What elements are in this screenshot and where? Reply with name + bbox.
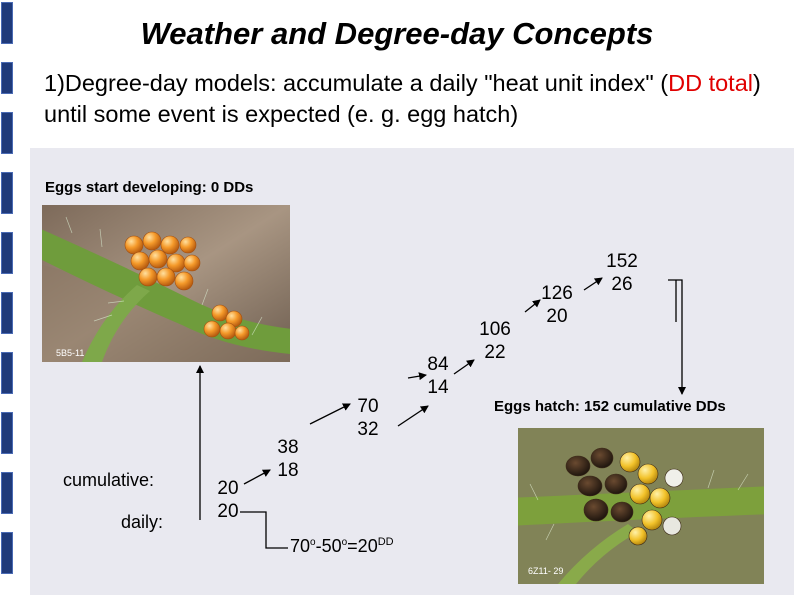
- day-1-daily: 20: [217, 501, 239, 522]
- formula-degree-2: o: [341, 537, 348, 548]
- point-suffix: ) until some event is expected (e. g. eg…: [44, 70, 761, 127]
- day-5-daily: 22: [484, 342, 506, 363]
- connector-step-2: [243, 469, 271, 485]
- eggs-image: [42, 205, 290, 362]
- day-7-values: 152 26: [600, 250, 644, 296]
- start-label: Eggs start developing: 0 DDs: [45, 179, 254, 196]
- connector-formula: [240, 511, 288, 549]
- connector-step-3: [309, 403, 351, 425]
- daily-row-label: daily:: [121, 512, 164, 532]
- day-4-values: 84 14: [420, 353, 456, 399]
- day-4-daily: 14: [427, 377, 449, 398]
- day-6-daily: 20: [546, 306, 568, 327]
- formula-high-temp: 70: [290, 536, 311, 556]
- day-2-daily: 18: [277, 460, 299, 481]
- day-3-daily: 32: [357, 419, 379, 440]
- day-7-daily: 26: [611, 274, 633, 295]
- day-3-cumulative: 70: [357, 396, 379, 417]
- day-6-values: 126 20: [536, 282, 578, 328]
- formula-result: =20: [347, 536, 378, 556]
- connector-step-4: [397, 405, 429, 427]
- point-prefix: 1)Degree-day models: accumulate a daily …: [44, 70, 669, 96]
- formula-unit: DD: [377, 536, 394, 548]
- eggs-photo: 5B5-11: [42, 205, 290, 362]
- day-1-values: 20 20: [210, 477, 246, 523]
- day-1-cumulative: 20: [217, 478, 239, 499]
- connector-top-bracket: [668, 279, 686, 395]
- formula-low-temp: -50: [315, 536, 342, 556]
- hatch-photo: 6Z11- 29: [518, 428, 764, 584]
- day-5-cumulative: 106: [479, 319, 511, 340]
- day-2-values: 38 18: [270, 436, 306, 482]
- day-2-cumulative: 38: [277, 437, 299, 458]
- day-7-cumulative: 152: [606, 251, 638, 272]
- day-5-values: 106 22: [474, 318, 516, 364]
- hatchlings-image: [518, 428, 764, 584]
- connector-step-7: [524, 299, 541, 313]
- connector-step-6: [453, 359, 475, 375]
- point-highlight: DD total: [668, 70, 753, 96]
- left-decorative-bar: [0, 0, 14, 595]
- eggs-photo-caption: 5B5-11: [56, 348, 85, 358]
- connector-step-5: [407, 372, 427, 381]
- day-3-values: 70 32: [350, 395, 386, 441]
- slide-point: 1)Degree-day models: accumulate a daily …: [44, 68, 784, 130]
- day-4-cumulative: 84: [427, 354, 449, 375]
- cumulative-row-label: cumulative:: [63, 470, 155, 490]
- slide-title: Weather and Degree-day Concepts: [140, 16, 654, 51]
- hatch-photo-caption: 6Z11- 29: [528, 566, 564, 576]
- connector-step-8: [583, 277, 603, 291]
- degree-day-formula: 70o-50o=20DD: [290, 536, 394, 557]
- formula-degree-1: o: [310, 537, 316, 548]
- day-6-cumulative: 126: [541, 283, 573, 304]
- end-label: Eggs hatch: 152 cumulative DDs: [494, 398, 726, 415]
